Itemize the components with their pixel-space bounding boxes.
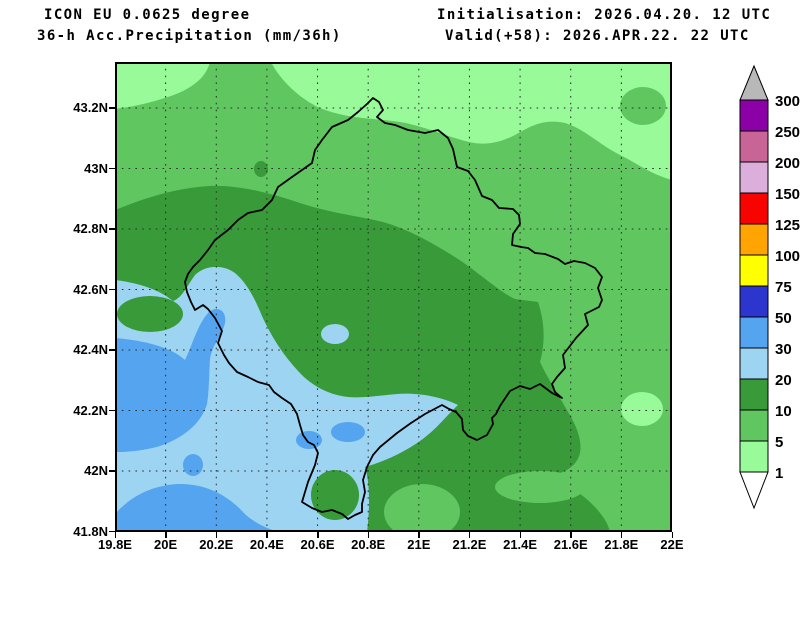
valid-time-label: Valid(+58): 2026.APR.22. 22 UTC	[445, 28, 750, 44]
precipitation-colorbar: 300 250 200 150 125 100 75 50 30 20 10 5 1	[739, 64, 800, 510]
field-medium-blue-blob-2	[331, 422, 365, 442]
field-medium-blue-south-band	[115, 483, 278, 532]
lat-tick-label: 42.4N	[73, 342, 108, 357]
colorbar-segment	[739, 99, 769, 132]
colorbar-segment	[739, 161, 769, 194]
lat-tick-mark	[109, 107, 115, 109]
colorbar-tick-label: 20	[775, 372, 792, 389]
lon-tick-mark	[114, 532, 116, 538]
lon-tick-label: 20.6E	[300, 537, 335, 552]
lon-tick-mark	[215, 532, 218, 538]
colorbar-segment	[739, 378, 769, 411]
lon-tick-label: 21.6E	[553, 537, 588, 552]
field-light-blue-hole	[321, 324, 349, 344]
field-medium-green-strip-southeast	[495, 471, 585, 503]
field-light-green-northwest	[115, 62, 210, 109]
lat-tick-mark	[109, 470, 115, 472]
lon-tick-label: 20.2E	[199, 537, 234, 552]
lon-tick-mark	[165, 532, 167, 538]
lat-tick-label: 43N	[84, 160, 108, 176]
field-medium-blue-dot	[183, 454, 203, 476]
colorbar-above-max-arrow	[739, 64, 769, 101]
field-medium-green-blob-northeast	[620, 87, 666, 125]
lat-tick-mark	[109, 349, 115, 351]
model-title: ICON EU 0.0625 degree	[44, 7, 251, 23]
lon-tick-label: 20.4E	[249, 537, 284, 552]
lon-tick-mark	[317, 532, 319, 538]
colorbar-segment	[739, 440, 769, 473]
lon-tick-mark	[570, 532, 572, 538]
colorbar-tick-label: 50	[775, 310, 792, 327]
lon-tick-mark	[671, 532, 673, 538]
lat-tick-label: 42.6N	[73, 281, 108, 297]
init-time-label: Initialisation: 2026.04.20. 12 UTC	[437, 7, 772, 23]
lat-tick-mark	[109, 409, 115, 412]
lon-tick-mark	[519, 532, 522, 538]
lon-tick-mark	[468, 532, 471, 538]
colorbar-segment	[739, 285, 769, 318]
lon-tick-label: 20.8E	[351, 537, 386, 552]
colorbar-tick-label: 10	[775, 403, 792, 420]
colorbar-tick-label: 100	[775, 248, 800, 265]
field-medium-green-notch-south	[384, 484, 460, 532]
colorbar-segment	[739, 254, 769, 287]
lat-tick-mark	[109, 288, 115, 291]
lat-tick-label: 43.2N	[73, 100, 108, 115]
colorbar-segment	[739, 409, 769, 442]
field-light-green-north-band	[271, 62, 672, 180]
field-dark-green-blob-south	[311, 470, 359, 520]
colorbar-segment	[739, 347, 769, 380]
lon-tick-mark	[620, 532, 623, 538]
colorbar-tick-label: 250	[775, 124, 800, 141]
lat-tick-mark	[109, 530, 115, 533]
colorbar-tick-label: 125	[775, 217, 800, 234]
colorbar-segment	[739, 192, 769, 225]
precipitation-map	[115, 62, 672, 532]
lon-tick-mark	[418, 532, 420, 538]
lon-tick-mark	[367, 532, 370, 538]
field-medium-blue-west	[115, 309, 226, 452]
colorbar-tick-label: 1	[775, 465, 783, 482]
field-dark-green-blob-west	[117, 296, 183, 332]
lat-tick-mark	[109, 167, 115, 170]
colorbar-segment	[739, 223, 769, 256]
colorbar-tick-label: 75	[775, 279, 792, 296]
field-medium-blue-blob-1	[296, 431, 322, 449]
lon-tick-label: 21.4E	[503, 537, 538, 552]
lat-tick-label: 41.8N	[73, 523, 108, 539]
field-dark-green-main	[115, 185, 610, 532]
lat-tick-label: 42N	[84, 463, 108, 478]
colorbar-segment	[739, 316, 769, 349]
field-dark-green-dot-north	[254, 161, 268, 177]
lon-tick-label: 19.8E	[98, 537, 132, 552]
colorbar-tick-label: 200	[775, 155, 800, 172]
colorbar-tick-label: 5	[775, 434, 783, 451]
lon-tick-label: 21.8E	[604, 537, 639, 552]
lon-tick-label: 20E	[154, 537, 178, 552]
field-light-green-blob-east	[621, 392, 663, 426]
lat-tick-label: 42.8N	[73, 221, 108, 236]
colorbar-tick-label: 150	[775, 186, 800, 203]
country-border	[184, 97, 603, 520]
lon-tick-label: 22E	[660, 537, 684, 552]
colorbar-below-min-arrow	[739, 471, 769, 510]
map-frame	[115, 62, 672, 532]
colorbar-segment	[739, 130, 769, 163]
lat-tick-mark	[109, 228, 115, 230]
colorbar-tick-label: 300	[775, 93, 800, 110]
colorbar-tick-label: 30	[775, 341, 792, 358]
lon-tick-label: 21E	[407, 537, 431, 552]
lon-tick-label: 21.2E	[452, 537, 487, 552]
lon-tick-mark	[266, 532, 268, 538]
product-title: 36-h Acc.Precipitation (mm/36h)	[37, 28, 342, 44]
lat-tick-label: 42.2N	[73, 402, 108, 418]
